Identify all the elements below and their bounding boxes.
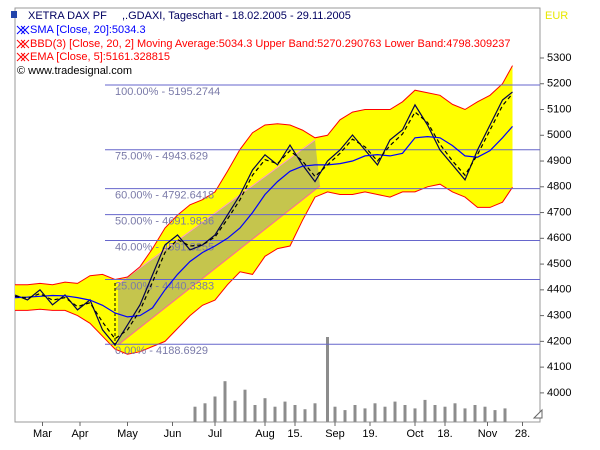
fib-label: 100.00% - 5195.2744	[115, 86, 220, 98]
fib-label: 60.00% - 4792.6418	[115, 190, 214, 202]
x-tick-label: 18.	[437, 428, 452, 440]
y-tick-label: 4700	[547, 206, 571, 218]
volume-bar	[333, 406, 337, 422]
y-tick-label: 5100	[547, 103, 571, 115]
y-tick-label: 4400	[547, 284, 571, 296]
fib-label: 75.00% - 4943.629	[115, 151, 208, 163]
volume-bar	[413, 408, 417, 422]
channel-line	[117, 185, 321, 346]
y-tick-label: 4600	[547, 232, 571, 244]
volume-bar	[463, 408, 467, 422]
volume-bar	[353, 405, 357, 422]
volume-bar	[363, 408, 367, 422]
volume-bar	[223, 381, 227, 422]
legend-icon	[16, 52, 30, 62]
series-line	[14, 93, 513, 340]
volume-bar	[473, 405, 477, 422]
volume-bar	[203, 403, 207, 422]
source-note: © www.tradesignal.com	[17, 65, 132, 77]
channel-fill	[118, 140, 320, 345]
x-tick-label: Nov	[478, 428, 498, 440]
legend-entry: BBD(3) [Close, 20, 2] Moving Average:503…	[30, 38, 510, 50]
x-tick-label: Mar	[33, 428, 52, 440]
volume-bar	[293, 405, 297, 422]
volume-bar	[483, 406, 487, 422]
fib-label: 0.00% - 4188.6929	[115, 345, 208, 357]
x-tick-label: Jun	[164, 428, 182, 440]
y-tick-label: 5000	[547, 129, 571, 141]
corner-icon	[532, 408, 543, 419]
series-line	[14, 91, 513, 347]
volume-bar	[213, 396, 217, 422]
x-tick-label: 28.	[515, 428, 530, 440]
volume-bar	[443, 406, 447, 422]
band-fill	[15, 65, 513, 355]
volume-bar	[273, 406, 277, 422]
x-tick-label: Sep	[325, 428, 345, 440]
volume-bar	[193, 406, 197, 422]
volume-bar	[253, 405, 257, 422]
y-tick-label: 5300	[547, 52, 571, 64]
y-tick-label: 4200	[547, 335, 571, 347]
volume-bar	[383, 406, 387, 422]
channel-line	[117, 139, 316, 285]
x-tick-label: Aug	[255, 428, 275, 440]
band-line	[15, 183, 513, 355]
legend-icon	[16, 39, 30, 49]
legend-entry: EMA [Close, 5]:5161.328815	[30, 51, 170, 63]
x-tick-label: May	[117, 428, 138, 440]
legend-icon	[16, 25, 30, 35]
volume-bar	[393, 401, 397, 422]
y-tick-label: 4900	[547, 155, 571, 167]
volume-bar	[233, 400, 237, 422]
x-tick-label: 19.	[362, 428, 377, 440]
y-tick-label: 4100	[547, 361, 571, 373]
volume-bar	[283, 401, 287, 422]
series-line	[14, 126, 513, 318]
volume-bar	[243, 389, 247, 422]
volume-bar	[326, 337, 329, 422]
volume-bar	[453, 403, 457, 422]
volume-bar	[503, 408, 507, 422]
volume-bar	[303, 409, 307, 422]
fib-label: 25.00% - 4440.3383	[115, 280, 214, 292]
chart-title: XETRA DAX PF	[28, 10, 107, 22]
currency-label: EUR	[545, 10, 568, 22]
y-tick-label: 4000	[547, 387, 571, 399]
y-tick-label: 4500	[547, 258, 571, 270]
y-tick-label: 4800	[547, 181, 571, 193]
y-tick-label: 5200	[547, 78, 571, 90]
chart-subtitle: ,.GDAXI, Tageschart - 18.02.2005 - 29.11…	[122, 10, 351, 22]
band-line	[15, 65, 513, 286]
volume-bar	[423, 399, 427, 422]
volume-bar	[493, 410, 497, 422]
volume-bar	[313, 403, 317, 422]
x-tick-label: Jul	[208, 428, 222, 440]
volume-bar	[343, 410, 347, 422]
x-tick-label: Oct	[406, 428, 423, 440]
volume-bar	[403, 405, 407, 422]
x-tick-label: Apr	[71, 428, 88, 440]
fib-label: 50.00% - 4691.9836	[115, 216, 214, 228]
trend-channel	[114, 139, 321, 346]
title-icon	[11, 11, 17, 18]
legend-entry: SMA [Close, 20]:5034.3	[30, 24, 146, 36]
volume-bar	[263, 398, 267, 422]
volume-bar	[433, 405, 437, 422]
volume-bar	[373, 403, 377, 422]
y-tick-label: 4300	[547, 310, 571, 322]
x-tick-label: 15.	[287, 428, 302, 440]
